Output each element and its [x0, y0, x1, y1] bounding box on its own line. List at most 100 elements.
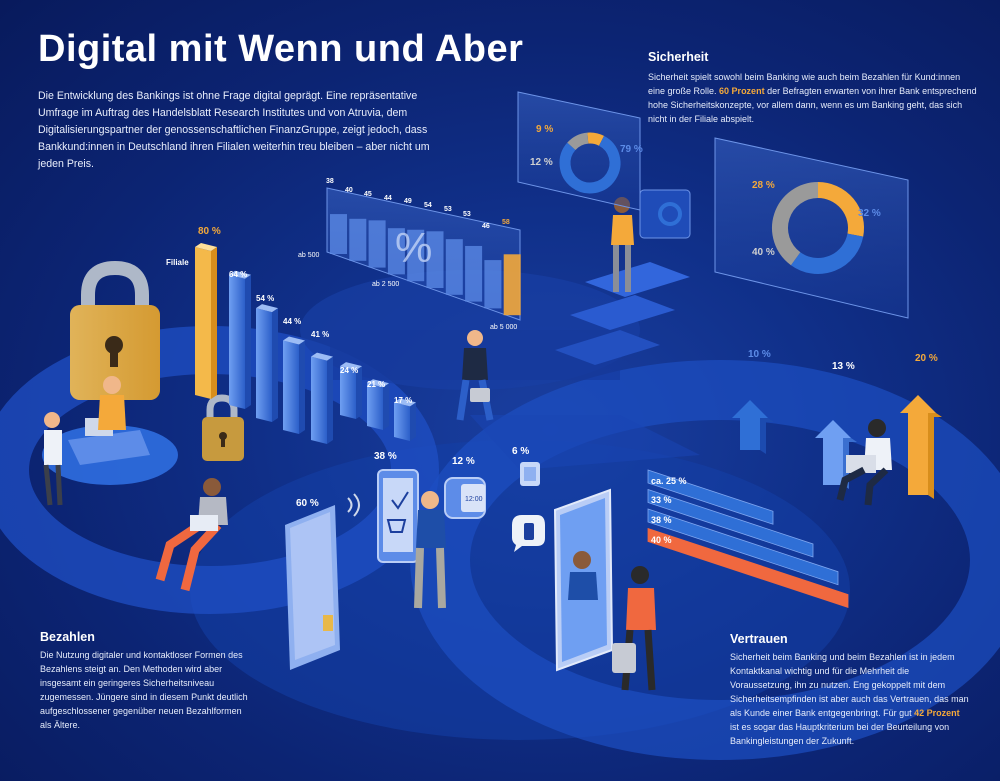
pie1-label-1: 79 %	[620, 144, 643, 155]
step-bar-4	[311, 356, 327, 444]
bezahlen-heading: Bezahlen	[40, 630, 95, 644]
vertrauen-heading: Vertrauen	[730, 632, 788, 646]
stepped-bar-chart	[195, 243, 416, 444]
bar-label-7: 17 %	[394, 396, 413, 405]
area-label-1: 40	[345, 187, 353, 194]
section-vertrauen: Vertrauen Sicherheit beim Banking und be…	[730, 632, 970, 748]
section-bezahlen: Bezahlen Die Nutzung digitaler und konta…	[40, 630, 250, 732]
bar-label-5: 24 %	[340, 366, 359, 375]
area-label-8: 46	[482, 223, 490, 230]
hbar-2	[647, 508, 839, 586]
person-with-laptop	[155, 478, 228, 592]
step-bar-5	[340, 366, 356, 419]
smartphone-cart	[377, 469, 419, 563]
arrow-label-1: 13 %	[832, 361, 855, 372]
hbar-label-3: 40 %	[651, 535, 672, 545]
payment-chip	[520, 462, 540, 486]
bank-counter-scene	[43, 376, 150, 506]
arrow-chart	[732, 395, 942, 499]
area-bar-4	[407, 229, 425, 282]
bar-label-3: 44 %	[283, 317, 302, 326]
area-axis-label-2: ab 5 000	[490, 324, 518, 331]
area-bar-8	[484, 260, 502, 309]
tablet-handshake	[553, 488, 656, 691]
arrow-label-2: 20 %	[915, 353, 938, 364]
arrow-bar-2	[900, 395, 936, 495]
bar-category-filiale: Filiale	[166, 258, 189, 267]
large-padlock-icon	[70, 260, 160, 400]
page-title: Digital mit Wenn und Aber	[38, 28, 524, 70]
pie2-label-1: 32 %	[858, 208, 881, 219]
step-bar-2	[256, 308, 272, 422]
stairs	[555, 262, 690, 365]
payment-label-chip: 6 %	[512, 446, 530, 457]
pie2-label-0: 28 %	[752, 180, 775, 191]
bezahlen-text: Die Nutzung digitaler und kontaktloser F…	[40, 650, 248, 730]
pie1-slice-1	[559, 135, 621, 194]
speech-bubble-icon	[512, 515, 545, 552]
section-sicherheit: Sicherheit Sicherheit spielt sowohl beim…	[648, 50, 978, 126]
pie1-label-2: 12 %	[530, 157, 553, 168]
area-label-5: 54	[424, 202, 432, 209]
arrow-bar-0	[732, 400, 768, 450]
area-label-2: 45	[364, 191, 372, 198]
hbar-0	[647, 469, 774, 525]
area-label-4: 49	[404, 198, 412, 205]
step-bar-1	[229, 274, 245, 409]
arrow-label-0: 10 %	[748, 349, 771, 360]
hbar-label-2: 38 %	[651, 515, 672, 525]
step-bar-3	[283, 340, 299, 434]
pie2-slice-0	[817, 182, 864, 237]
step-bar-0	[195, 247, 211, 399]
pie-panel-2	[714, 137, 909, 319]
man-with-phone	[414, 491, 446, 609]
step-bar-6	[367, 383, 383, 430]
area-label-6: 53	[444, 206, 452, 213]
bar-label-4: 41 %	[311, 330, 330, 339]
bar-label-2: 54 %	[256, 294, 275, 303]
watch-time: 12:00	[465, 496, 483, 503]
horizontal-bar-chart	[647, 469, 849, 609]
payment-label-phone: 38 %	[374, 451, 397, 462]
area-label-0: 38	[326, 178, 334, 185]
pie2-slice-2	[772, 182, 819, 266]
bar-label-1: 64 %	[229, 270, 248, 279]
hbar-label-1: 33 %	[651, 495, 672, 505]
area-bar-5	[426, 231, 444, 288]
step-bar-7	[394, 402, 410, 441]
area-bar-7	[465, 245, 483, 302]
percent-symbol: %	[395, 224, 432, 271]
pie2-slice-1	[790, 233, 864, 274]
intro-paragraph: Die Entwicklung des Bankings ist ohne Fr…	[38, 90, 430, 170]
bar-label-0: 80 %	[198, 226, 221, 237]
pie1-label-0: 9 %	[536, 124, 554, 135]
area-chart-panel: %	[326, 187, 521, 321]
pie1-slice-2	[567, 132, 589, 151]
area-bar-2	[368, 220, 386, 268]
small-padlock-icon	[202, 394, 244, 461]
person-on-laptop-right	[836, 419, 892, 506]
bar-label-6: 21 %	[367, 380, 386, 389]
area-label-3: 44	[384, 195, 392, 202]
woman-at-screen	[611, 189, 691, 292]
walking-businessman	[456, 330, 494, 421]
payment-card	[285, 493, 360, 670]
smartwatch: 12:00	[444, 477, 486, 519]
hbar-label-0: ca. 25 %	[651, 476, 687, 486]
area-bar-3	[387, 228, 405, 275]
hbar-3	[647, 527, 849, 609]
pie1-slice-0	[587, 132, 605, 146]
sicherheit-text: Sicherheit spielt sowohl beim Banking wi…	[648, 72, 977, 124]
pie-panel-1	[517, 91, 641, 211]
area-bar-1	[349, 218, 367, 261]
payment-label-card: 60 %	[296, 498, 319, 509]
hbar-1	[647, 488, 814, 558]
area-bar-9	[503, 254, 521, 316]
sicherheit-heading: Sicherheit	[648, 50, 709, 64]
payment-label-watch: 12 %	[452, 456, 475, 467]
area-bar-0	[330, 214, 347, 254]
pie2-label-2: 40 %	[752, 247, 775, 258]
area-axis-label-1: ab 2 500	[372, 281, 400, 288]
